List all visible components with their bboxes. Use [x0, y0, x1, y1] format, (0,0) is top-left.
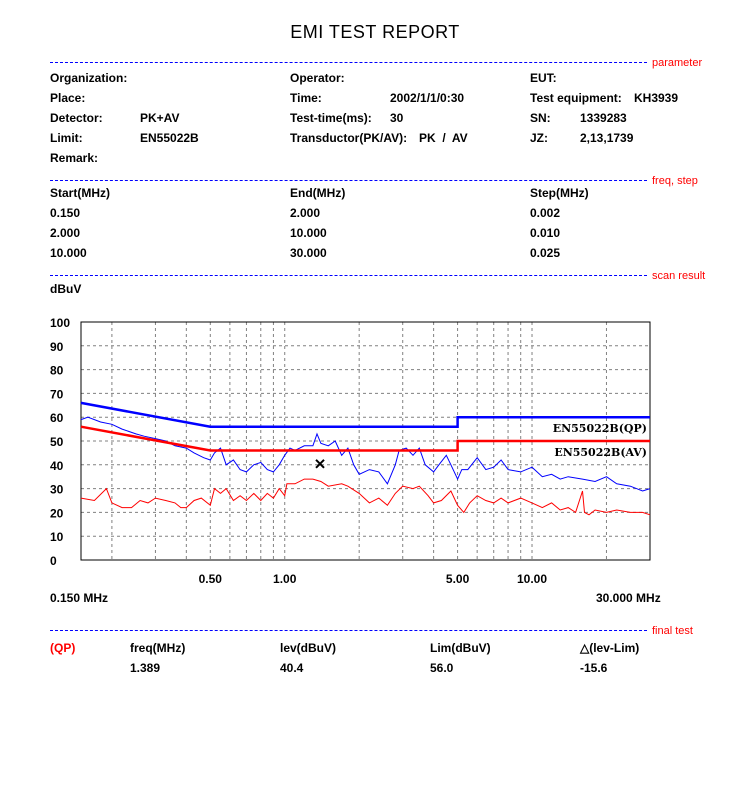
range-end: 10.000: [290, 226, 327, 240]
y-tick-label: 20: [50, 506, 64, 520]
y-tick-label: 30: [50, 483, 64, 497]
time-value: 2002/1/1/0:30: [390, 91, 465, 105]
limit-value: EN55022B: [140, 131, 199, 145]
eut-label: EUT:: [530, 71, 557, 85]
start-header: Start(MHz): [50, 186, 110, 200]
x-start-label: 0.150 MHz: [50, 591, 109, 605]
peak-trace: [80, 416, 651, 492]
time-label: Time:: [290, 91, 322, 105]
y-tick-label: 10: [50, 530, 64, 544]
x-tick-label: 10.00: [517, 572, 547, 586]
qp-limit-line: [80, 401, 650, 428]
y-tick-label: 60: [50, 411, 64, 425]
place-label: Place:: [50, 91, 86, 105]
equipment-value: KH3939: [634, 91, 679, 105]
step-header: Step(MHz): [530, 186, 589, 200]
average-trace: [80, 478, 651, 516]
freq-header: freq(MHz): [130, 641, 186, 655]
test-time-label: Test-time(ms):: [290, 111, 372, 125]
x-tick-label: 5.00: [446, 572, 470, 586]
x-tick-label: 1.00: [273, 572, 297, 586]
x-end-label: 30.000 MHz: [596, 591, 661, 605]
y-tick-label: 70: [50, 387, 64, 401]
y-tick-label: 40: [50, 459, 64, 473]
jz-label: JZ:: [530, 131, 548, 145]
y-tick-label: 80: [50, 364, 64, 378]
x-tick-label: 0.50: [199, 572, 223, 586]
delta-header: △(lev-Lim): [580, 641, 640, 655]
operator-label: Operator:: [290, 71, 345, 85]
level-header: lev(dBuV): [280, 641, 337, 655]
remark-label: Remark:: [50, 151, 99, 165]
range-step: 0.002: [530, 206, 561, 220]
av-limit-line: [80, 425, 650, 452]
range-start: 0.150: [50, 206, 81, 220]
range-step: 0.025: [530, 246, 561, 260]
sn-value: 1339283: [580, 111, 627, 125]
freq-value: 1.389: [130, 661, 161, 675]
report-title: EMI TEST REPORT: [290, 22, 460, 42]
final-test-divider: [50, 630, 647, 631]
y-tick-label: 90: [50, 340, 64, 354]
final-test-section-label: final test: [652, 625, 693, 637]
y-axis-unit: dBuV: [50, 282, 82, 296]
range-end: 2.000: [290, 206, 321, 220]
test-time-value: 30: [390, 111, 404, 125]
range-start: 10.000: [50, 246, 87, 260]
limit-header: Lim(dBuV): [430, 641, 491, 655]
y-tick-label: 0: [50, 554, 57, 568]
range-end: 30.000: [290, 246, 327, 260]
scan-result-section-label: scan result: [652, 270, 706, 282]
parameter-divider: [50, 62, 647, 63]
freq-step-divider: [50, 180, 647, 181]
y-tick-label: 100: [50, 316, 70, 330]
level-value: 40.4: [280, 661, 304, 675]
detector-value: PK+AV: [140, 111, 180, 125]
transductor-label: Transductor(PK/AV):: [290, 131, 408, 145]
freq-step-section-label: freq, step: [652, 175, 698, 187]
detector-label: Detector:: [50, 111, 103, 125]
y-tick-label: 50: [50, 435, 64, 449]
parameter-section-label: parameter: [652, 57, 703, 69]
final-test-marker: [315, 459, 325, 469]
organization-label: Organization:: [50, 71, 128, 85]
scan-result-divider: [50, 275, 647, 276]
av-limit-line-label: EN55022B(AV): [554, 446, 647, 459]
range-step: 0.010: [530, 226, 561, 240]
qp-limit-line-label: EN55022B(QP): [553, 422, 647, 435]
jz-value: 2,13,1739: [580, 131, 634, 145]
final-detector: (QP): [50, 641, 76, 655]
delta-value: -15.6: [580, 661, 608, 675]
equipment-label: Test equipment:: [530, 91, 622, 105]
range-start: 2.000: [50, 226, 81, 240]
end-header: End(MHz): [290, 186, 346, 200]
limit-label: Limit:: [50, 131, 83, 145]
limit-value: 56.0: [430, 661, 454, 675]
sn-label: SN:: [530, 111, 551, 125]
transductor-value: PK / AV: [419, 131, 468, 145]
